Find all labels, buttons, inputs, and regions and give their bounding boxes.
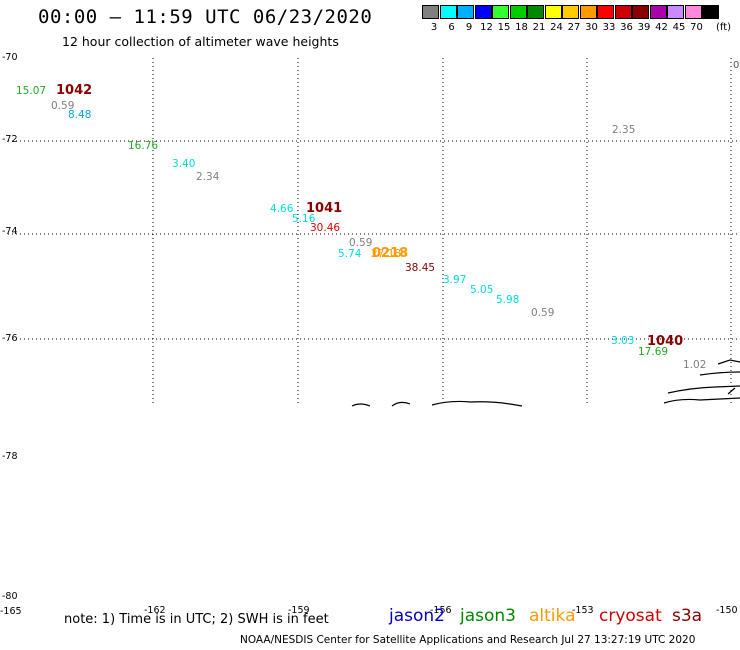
latitude-label: -78 (2, 451, 18, 462)
legend-value: 24 (550, 22, 563, 33)
coastline-segment (391, 401, 411, 407)
legend-value: 9 (465, 22, 473, 33)
wave-height-value: 5.98 (496, 294, 520, 306)
legend-swatch (457, 5, 474, 19)
wave-height-value: 2.35 (612, 124, 636, 136)
wave-height-value: 5.05 (470, 284, 494, 296)
orbit-number-label: 1042 (56, 83, 93, 98)
map-title: 00:00 – 11:59 UTC 06/23/2020 (38, 6, 373, 28)
wave-height-value: 0.59 (531, 307, 555, 319)
coastline (351, 359, 740, 407)
legend-value: 3 (430, 22, 438, 33)
coastline-segment (431, 400, 523, 407)
satellite-name: s3a (672, 606, 703, 626)
orbit-number-label: 0218 (372, 246, 409, 261)
orbit-number-label: 1041 (306, 201, 343, 216)
coastline-segment (727, 387, 736, 395)
longitude-label: -165 (0, 606, 22, 617)
legend-value: 45 (672, 22, 686, 33)
legend-value: 33 (602, 22, 616, 33)
legend-swatch (474, 5, 492, 19)
wave-height-value: 8.48 (68, 109, 92, 121)
legend-swatch (439, 5, 457, 19)
coastline-segment (663, 397, 740, 404)
legend-value: 30 (585, 22, 598, 33)
legend-value: 36 (620, 22, 633, 33)
coastline-segment (667, 385, 740, 394)
coastline-segment (717, 359, 740, 365)
footer-note: note: 1) Time is in UTC; 2) SWH is in fe… (64, 612, 329, 627)
orbit-number-label: 1040 (647, 334, 684, 349)
wave-height-value: 1.02 (683, 359, 707, 371)
graticule (8, 58, 740, 406)
wave-height-value: 3.03 (611, 335, 635, 347)
coastline-segment (351, 403, 371, 407)
latitude-label: -70 (2, 52, 18, 63)
wave-height-value: 16.76 (128, 140, 159, 152)
longitude-label: -153 (572, 605, 594, 616)
wave-height-value: 27.18 (371, 248, 402, 260)
longitude-label: -159 (288, 605, 310, 616)
wave-height-value: 3.40 (172, 158, 196, 170)
map-subtitle: 12 hour collection of altimeter wave hei… (62, 34, 339, 49)
wave-height-value: 30.46 (310, 222, 341, 234)
legend-unit: (ft) (716, 22, 732, 33)
legend-value: 12 (480, 22, 493, 33)
legend-swatch (597, 5, 614, 19)
legend-swatch (527, 5, 544, 19)
legend-value: 27 (567, 22, 581, 33)
legend-swatch (422, 5, 439, 19)
satellite-name: altika (529, 606, 576, 626)
legend-swatch (702, 5, 719, 19)
legend-value: 70 (690, 22, 703, 33)
legend-swatch (492, 5, 509, 19)
wave-height-value: 17.69 (638, 346, 669, 358)
legend-swatch (562, 5, 579, 19)
legend-value: 21 (532, 22, 546, 33)
satellite-name: jason2 (389, 606, 445, 626)
legend-swatch (509, 5, 527, 19)
legend-swatch (579, 5, 597, 19)
wave-height-value: 3.97 (443, 274, 467, 286)
right-edge-label: 0 (733, 60, 740, 71)
legend-swatch (649, 5, 667, 19)
legend-value: 15 (497, 22, 511, 33)
coastline-segment (699, 371, 740, 376)
satellite-name: jason3 (460, 606, 516, 626)
credit-line: NOAA/NESDIS Center for Satellite Applica… (240, 634, 696, 646)
wave-height-value: 5.74 (338, 248, 362, 260)
wave-height-value: 4.66 (270, 203, 294, 215)
wave-height-value: 0.59 (51, 100, 75, 112)
legend-swatch (614, 5, 632, 19)
legend-swatch (632, 5, 649, 19)
wave-height-value: 38.45 (405, 262, 436, 274)
latitude-label: -80 (2, 591, 18, 602)
latitude-label: -76 (2, 333, 18, 344)
wave-height-value: 15.07 (16, 85, 47, 97)
legend-value: 6 (448, 22, 455, 33)
longitude-label: -156 (430, 605, 452, 616)
satellite-name: cryosat (599, 606, 662, 626)
wave-height-value: 2.34 (196, 171, 220, 183)
latitude-label: -74 (2, 226, 18, 237)
wave-height-value: 5.16 (292, 213, 316, 225)
legend-value: 18 (515, 22, 528, 33)
legend-value: 39 (637, 22, 651, 33)
legend-swatch (667, 5, 684, 19)
legend-swatch (544, 5, 562, 19)
longitude-label: -150 (716, 605, 738, 616)
legend-value: 42 (655, 22, 668, 33)
latitude-label: -72 (2, 134, 18, 145)
wave-height-value: 0.59 (349, 237, 373, 249)
longitude-label: -162 (144, 605, 166, 616)
legend-swatch (684, 5, 702, 19)
